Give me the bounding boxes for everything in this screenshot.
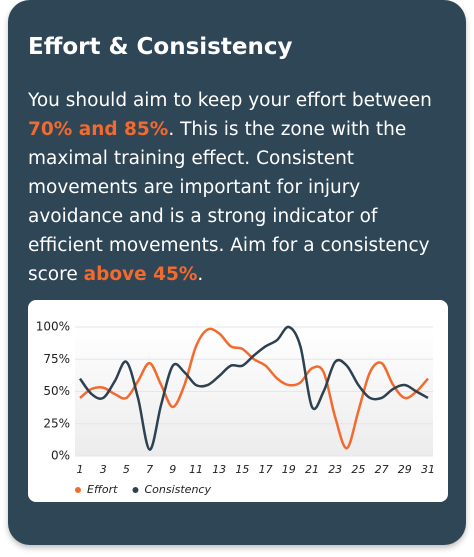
highlight: 70% and 85% (28, 119, 169, 140)
legend-label: Consistency (144, 483, 211, 496)
x-tick-label: 23 (328, 463, 342, 476)
chart: 0%25%50%75%100%1 3 5 7 9 11 13 15 17 19 21 23 25 27 29… (36, 320, 435, 497)
text: . (197, 264, 204, 285)
series-line (78, 325, 429, 451)
x-tick-label: 3 (100, 463, 107, 476)
x-tick-label: 5 (123, 463, 130, 476)
y-tick-label: 25% (43, 416, 70, 430)
x-tick-label: 19 (282, 463, 296, 476)
highlight: above 45% (83, 264, 198, 285)
x-tick-label: 29 (398, 463, 412, 476)
legend-marker (75, 487, 81, 493)
text: . This is the zone with the maximal trai… (28, 119, 430, 285)
x-tick-label: 11 (189, 463, 203, 476)
x-tick-label: 31 (421, 463, 435, 476)
text: You should aim to keep your effort betwe… (28, 90, 432, 111)
chart-panel: 0% 25% 50% 75% 100% 1 3 5 7 9 11 13 15 17 19 21 23 25 27 29… (28, 300, 448, 502)
legend-marker (132, 487, 139, 493)
series-line (79, 327, 429, 450)
y-tick-label: 100% (36, 320, 70, 334)
x-tick-label: 27 (375, 463, 389, 476)
card-body: You should aim to keep your effort betwe… (28, 86, 448, 289)
x-tick-label: 25 (351, 463, 365, 476)
x-tick-label: 7 (146, 463, 153, 476)
y-tick-label: 50% (43, 384, 70, 398)
x-tick-label: 9 (169, 463, 176, 476)
legend-label: Effort (87, 483, 118, 496)
y-tick-label: 0% (51, 449, 70, 463)
card: Effort & Consistency You should aim to k… (8, 0, 466, 545)
x-tick-label: 1 (77, 463, 84, 476)
x-tick-label: 15 (235, 463, 249, 476)
card-title: Effort & Consistency (28, 34, 293, 60)
x-tick-label: 21 (305, 463, 319, 476)
y-tick-label: 75% (43, 352, 70, 366)
x-tick-label: 13 (212, 463, 226, 476)
x-tick-label: 17 (259, 463, 273, 476)
